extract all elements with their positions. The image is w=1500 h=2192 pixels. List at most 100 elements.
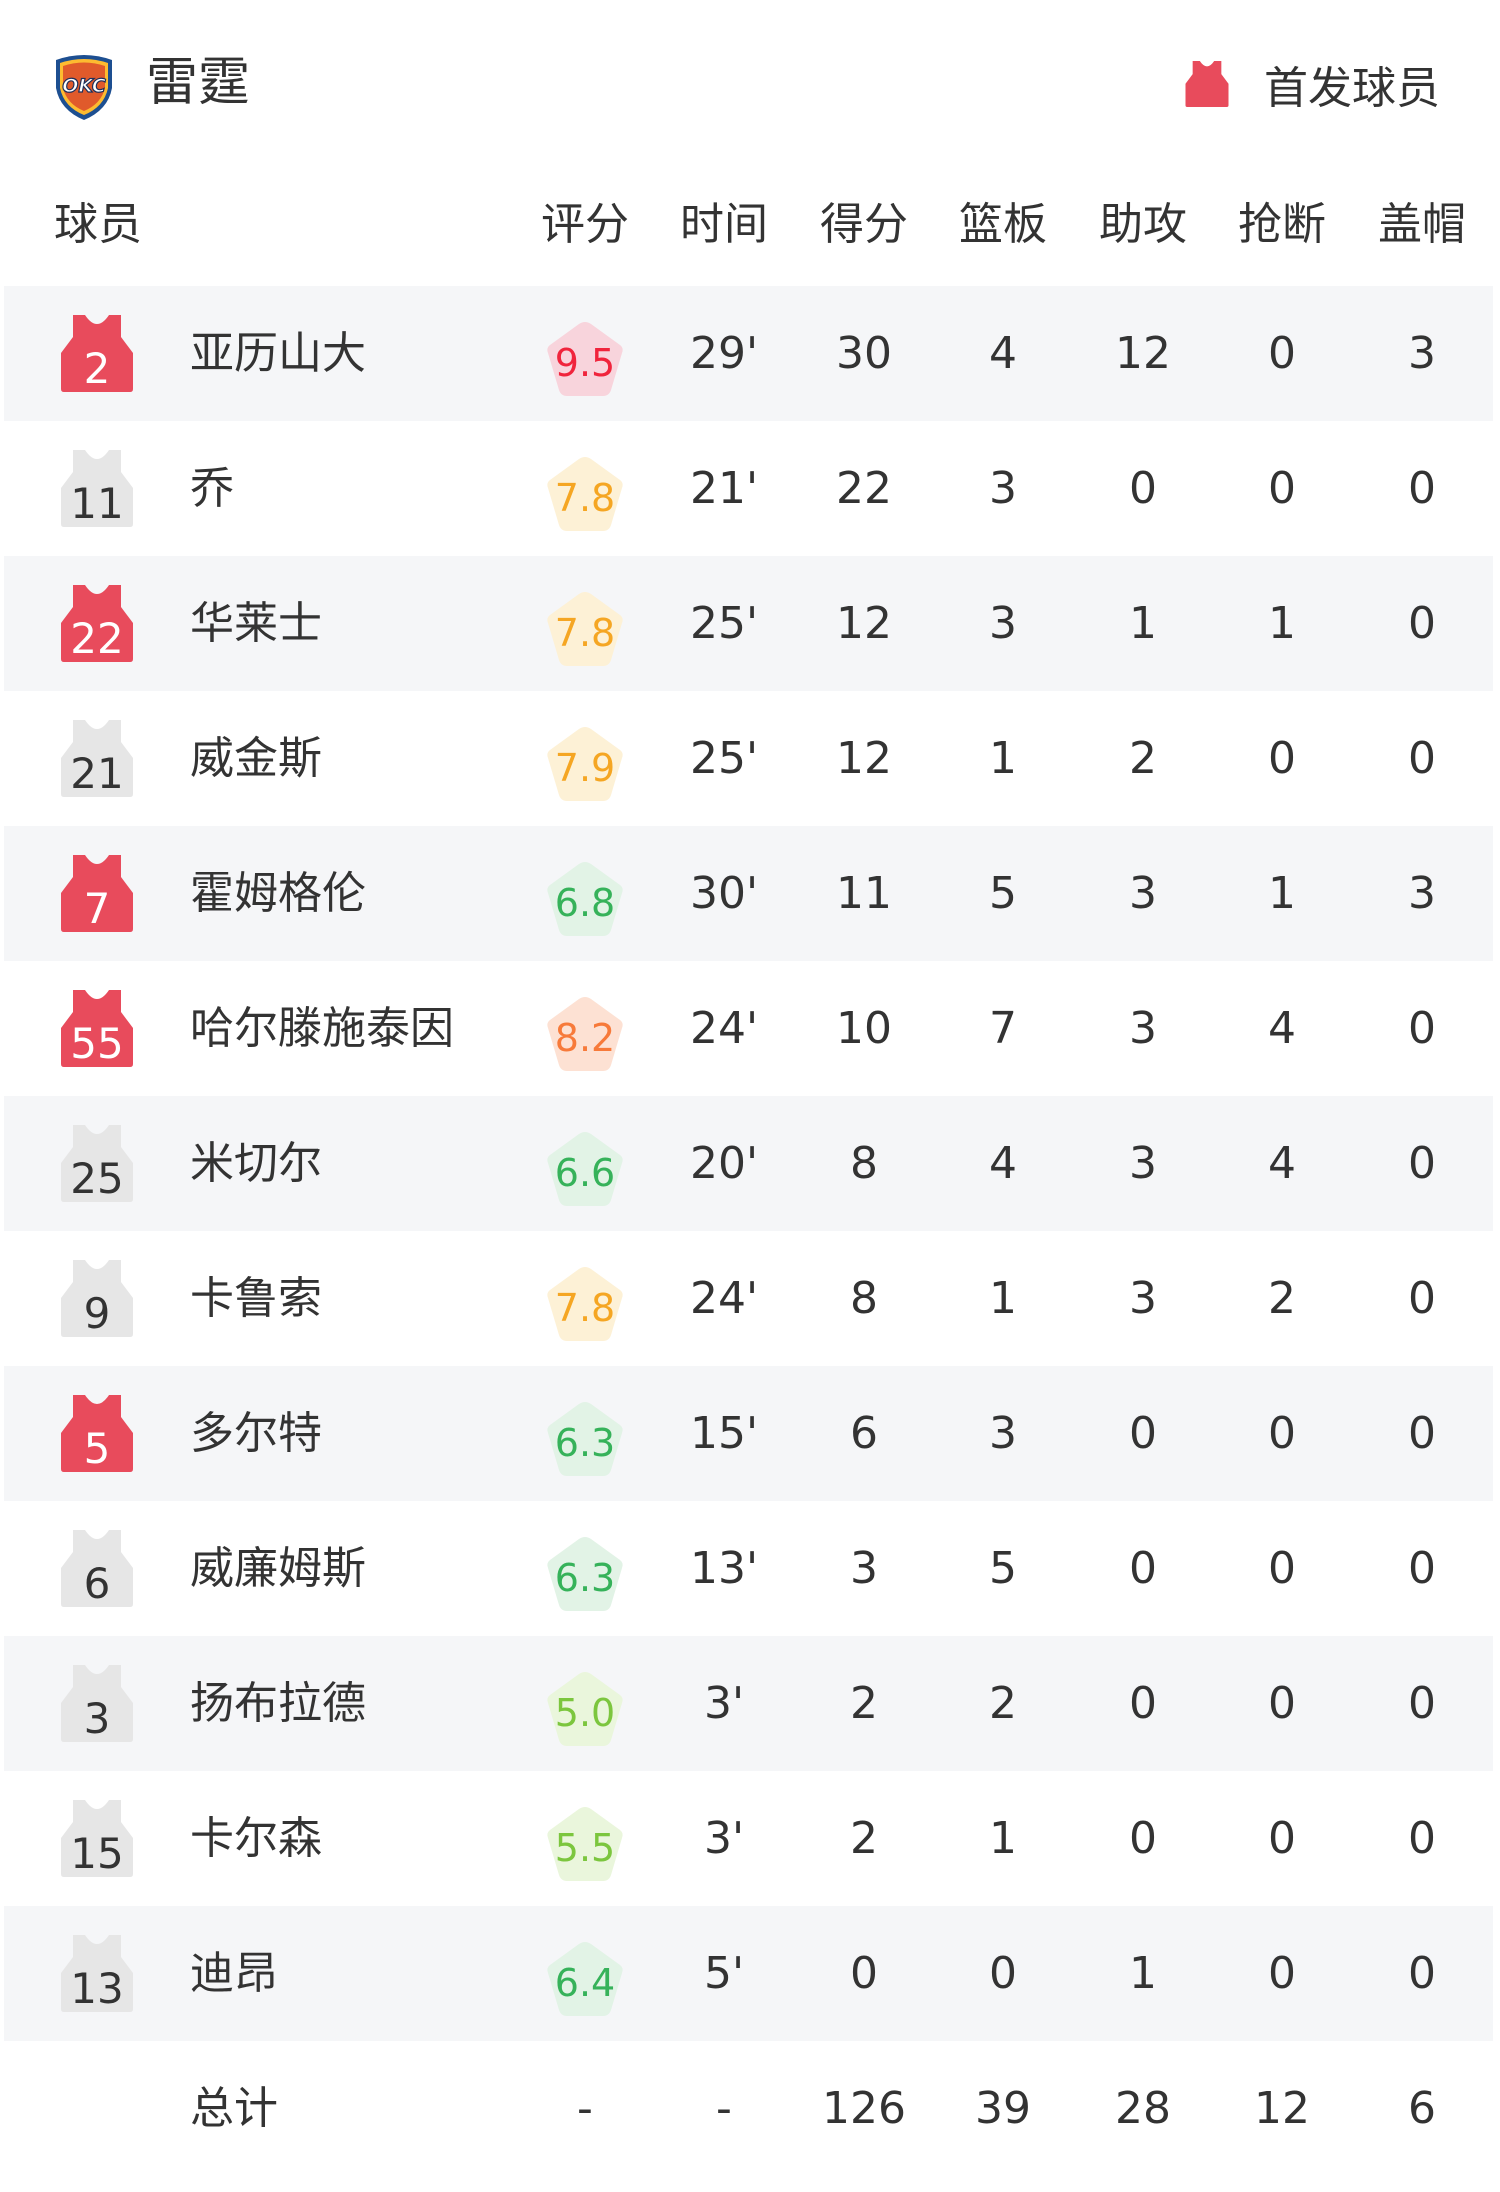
player-row[interactable]: 55 哈尔滕施泰因 8.2 24' 10 7 3 4 0 — [4, 961, 1493, 1096]
stat-points: 3 — [850, 1543, 878, 1594]
rating-badge: 8.2 — [544, 994, 626, 1074]
player-row[interactable]: 7 霍姆格伦 6.8 30' 11 5 3 1 3 — [4, 826, 1493, 961]
rating-badge: 6.3 — [544, 1399, 626, 1479]
stat-time: 3' — [703, 1678, 745, 1729]
stat-steals: 1 — [1268, 868, 1296, 919]
stat-blocks: 0 — [1408, 1543, 1436, 1594]
total-rating: - — [577, 2083, 593, 2134]
column-header-rebounds[interactable]: 篮板 — [959, 199, 1047, 250]
legend-label: 首发球员 — [1264, 63, 1440, 114]
rating-value: 5.5 — [554, 1826, 616, 1870]
stat-assists: 0 — [1129, 1678, 1157, 1729]
totals-row: 总计 - -126 39 28 12 6 — [4, 2041, 1493, 2176]
stat-steals: 1 — [1268, 598, 1296, 649]
stat-steals: 0 — [1268, 463, 1296, 514]
stat-assists: 0 — [1129, 1408, 1157, 1459]
player-row[interactable]: 5 多尔特 6.3 15' 6 3 0 0 0 — [4, 1366, 1493, 1501]
player-name[interactable]: 华莱士 — [190, 598, 322, 649]
stat-points: 30 — [836, 328, 892, 379]
player-row[interactable]: 22 华莱士 7.8 25' 12 3 1 1 0 — [4, 556, 1493, 691]
stat-assists: 1 — [1129, 1948, 1157, 1999]
player-name[interactable]: 迪昂 — [190, 1948, 278, 1999]
stat-rebounds: 2 — [989, 1678, 1017, 1729]
rating-badge: 7.9 — [544, 724, 626, 804]
player-name[interactable]: 卡尔森 — [190, 1813, 322, 1864]
player-row[interactable]: 2 亚历山大 9.5 29' 30 4 12 0 3 — [4, 286, 1493, 421]
stat-assists: 3 — [1129, 1138, 1157, 1189]
stat-rebounds: 7 — [989, 1003, 1017, 1054]
column-header-steals[interactable]: 抢断 — [1238, 199, 1326, 250]
starter-legend: 首发球员 — [1184, 52, 1440, 116]
stat-blocks: 0 — [1408, 598, 1436, 649]
bench-jersey-icon: 15 — [61, 1800, 133, 1878]
stat-time: 20' — [689, 1138, 759, 1189]
player-row[interactable]: 9 卡鲁索 7.8 24' 8 1 3 2 0 — [4, 1231, 1493, 1366]
jersey-number: 25 — [70, 1154, 124, 1203]
stat-assists: 2 — [1129, 733, 1157, 784]
stat-steals: 4 — [1268, 1003, 1296, 1054]
stat-assists: 3 — [1129, 868, 1157, 919]
player-name[interactable]: 卡鲁索 — [190, 1273, 322, 1324]
rating-value: 6.6 — [554, 1151, 616, 1195]
stat-points: 8 — [850, 1273, 878, 1324]
stat-points: 2 — [850, 1678, 878, 1729]
stat-rebounds: 3 — [989, 463, 1017, 514]
column-header-time[interactable]: 时间 — [680, 199, 768, 250]
column-header-player[interactable]: 球员 — [54, 199, 142, 250]
player-row[interactable]: 13 迪昂 6.4 5' 0 0 1 0 0 — [4, 1906, 1493, 2041]
player-name[interactable]: 米切尔 — [190, 1138, 322, 1189]
player-name[interactable]: 乔 — [190, 463, 234, 514]
stat-time: 13' — [689, 1543, 759, 1594]
player-name[interactable]: 霍姆格伦 — [190, 868, 366, 919]
player-name[interactable]: 威金斯 — [190, 733, 322, 784]
rating-badge: 5.0 — [544, 1669, 626, 1749]
column-header-rating[interactable]: 评分 — [541, 199, 629, 250]
player-name[interactable]: 扬布拉德 — [190, 1678, 366, 1729]
stat-points: 11 — [836, 868, 892, 919]
total-points: 126 — [822, 2083, 906, 2134]
stat-rebounds: 1 — [989, 733, 1017, 784]
stat-blocks: 0 — [1408, 1678, 1436, 1729]
starter-jersey-icon: 7 — [61, 855, 133, 933]
stat-blocks: 0 — [1408, 463, 1436, 514]
column-header-assists[interactable]: 助攻 — [1099, 199, 1187, 250]
player-row[interactable]: 25 米切尔 6.6 20' 8 4 3 4 0 — [4, 1096, 1493, 1231]
stat-time: 5' — [703, 1948, 745, 1999]
rating-value: 6.4 — [554, 1961, 616, 2005]
jersey-number: 3 — [83, 1694, 111, 1743]
stat-assists: 3 — [1129, 1003, 1157, 1054]
bench-jersey-icon: 25 — [61, 1125, 133, 1203]
player-row[interactable]: 11 乔 7.8 21' 22 3 0 0 0 — [4, 421, 1493, 556]
stat-steals: 2 — [1268, 1273, 1296, 1324]
team-header: OKC 雷霆 首发球员 — [0, 0, 1500, 165]
rating-badge: 6.6 — [544, 1129, 626, 1209]
stat-steals: 0 — [1268, 1813, 1296, 1864]
stat-time: 24' — [689, 1273, 759, 1324]
player-name[interactable]: 亚历山大 — [190, 328, 366, 379]
stat-points: 12 — [836, 733, 892, 784]
player-name[interactable]: 哈尔滕施泰因 — [190, 1003, 454, 1054]
player-row[interactable]: 6 威廉姆斯 6.3 13' 3 5 0 0 0 — [4, 1501, 1493, 1636]
stat-blocks: 0 — [1408, 733, 1436, 784]
column-header-blocks[interactable]: 盖帽 — [1378, 199, 1466, 250]
player-row[interactable]: 15 卡尔森 5.5 3' 2 1 0 0 0 — [4, 1771, 1493, 1906]
total-time: - — [716, 2083, 732, 2134]
stat-steals: 0 — [1268, 1678, 1296, 1729]
stat-steals: 0 — [1268, 328, 1296, 379]
stat-points: 12 — [836, 598, 892, 649]
stat-assists: 12 — [1115, 328, 1171, 379]
stat-time: 29' — [689, 328, 759, 379]
rating-badge: 7.8 — [544, 1264, 626, 1344]
starter-jersey-icon: 22 — [61, 585, 133, 663]
jersey-number: 11 — [70, 479, 124, 528]
rating-value: 6.3 — [554, 1421, 616, 1465]
stat-blocks: 0 — [1408, 1273, 1436, 1324]
player-name[interactable]: 多尔特 — [190, 1408, 322, 1459]
stat-assists: 0 — [1129, 1813, 1157, 1864]
rating-badge: 6.4 — [544, 1939, 626, 2019]
player-row[interactable]: 21 威金斯 7.9 25' 12 1 2 0 0 — [4, 691, 1493, 826]
starter-jersey-icon: 55 — [61, 990, 133, 1068]
player-name[interactable]: 威廉姆斯 — [190, 1543, 366, 1594]
column-header-points[interactable]: 得分 — [820, 199, 908, 250]
player-row[interactable]: 3 扬布拉德 5.0 3' 2 2 0 0 0 — [4, 1636, 1493, 1771]
